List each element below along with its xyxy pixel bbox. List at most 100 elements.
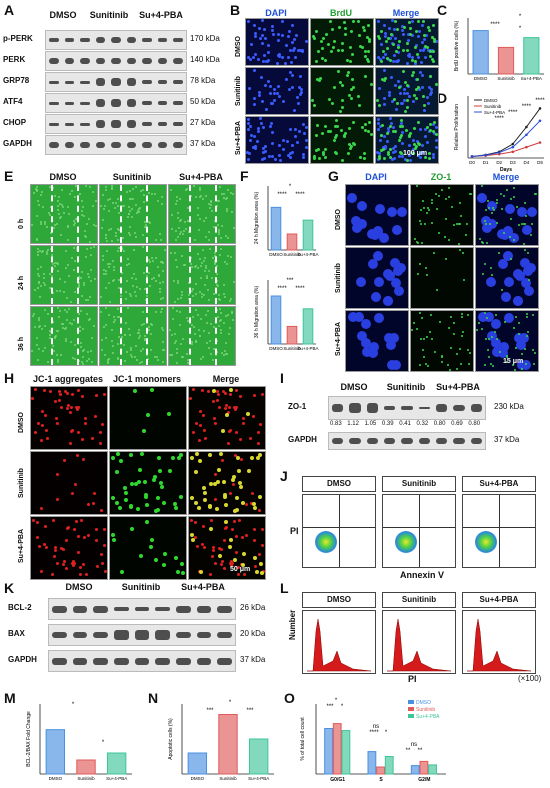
- cell-dot: [239, 394, 243, 398]
- cell-dot: [111, 495, 116, 500]
- i-quant-value: 0.69: [451, 421, 463, 427]
- cell-dot: [414, 29, 418, 33]
- cell-dot: [192, 288, 195, 291]
- cell-dot: [85, 255, 88, 258]
- cell-dot: [211, 546, 215, 550]
- cell-dot: [56, 289, 59, 292]
- cell-dot: [49, 206, 52, 209]
- cell-dot: [272, 98, 276, 102]
- i-blot-zo-1: [328, 396, 486, 420]
- cell-dot: [415, 97, 419, 101]
- cell-dot: [54, 335, 57, 338]
- cell-dot: [212, 348, 215, 351]
- cell-dot: [174, 339, 177, 342]
- cell-dot: [53, 265, 56, 268]
- cell-dot: [219, 548, 223, 551]
- cell-dot: [344, 33, 348, 37]
- i-band: [470, 404, 482, 412]
- k-band: [114, 630, 129, 640]
- cell-dot: [298, 74, 302, 78]
- cell-dot: [324, 32, 328, 36]
- bar-sunitinib: [286, 325, 298, 345]
- cell-dot: [91, 191, 94, 194]
- cell-dot: [169, 353, 172, 356]
- cell-dot: [348, 59, 352, 63]
- cell-dot: [38, 318, 41, 321]
- cell-dot: [360, 45, 364, 49]
- cell-dot: [208, 230, 211, 233]
- cell-dot: [228, 544, 233, 549]
- cell-dot: [174, 238, 177, 241]
- g-image-sunitinib-dapi: [345, 247, 409, 309]
- cell-dot: [216, 392, 220, 396]
- cell-dot: [224, 296, 227, 299]
- cell-dot: [296, 96, 300, 100]
- a-band: [64, 80, 75, 84]
- cell-dot: [196, 544, 200, 548]
- cell-dot: [406, 61, 410, 65]
- cell-dot: [94, 539, 98, 543]
- cell-dot: [238, 484, 243, 489]
- significance-marker: ns: [373, 724, 379, 730]
- cell-dot: [159, 484, 164, 489]
- cell-dot: [413, 93, 417, 97]
- cell-dot: [130, 208, 133, 211]
- cell-dot: [448, 239, 451, 242]
- cell-dot: [337, 26, 341, 30]
- h-image-sunitinib-merge: [188, 451, 266, 515]
- cell-dot: [212, 548, 216, 552]
- scratch-line: [146, 307, 149, 365]
- cell-dot: [403, 91, 407, 95]
- cell-dot: [364, 122, 368, 126]
- cell-dot: [392, 146, 396, 150]
- cell-dot: [46, 225, 49, 228]
- cell-dot: [202, 414, 206, 418]
- cell-dot: [52, 349, 55, 352]
- cell-dot: [423, 156, 427, 160]
- cell-dot: [470, 193, 473, 196]
- cell-dot: [387, 152, 391, 156]
- a-band: [157, 142, 168, 148]
- cell-dot: [518, 332, 521, 335]
- cell-dot: [213, 259, 216, 262]
- cell-dot: [361, 25, 365, 29]
- h-image-sunitinib-jc-1-monomers: [109, 451, 187, 515]
- cell-dot: [170, 214, 173, 217]
- cell-dot: [218, 319, 221, 322]
- cell-dot: [36, 422, 40, 426]
- cell-dot: [62, 560, 66, 564]
- cell-dot: [257, 442, 261, 446]
- scratch-line: [188, 185, 191, 243]
- cell-dot: [509, 218, 512, 220]
- cell-dot: [514, 316, 517, 319]
- cell-dot: [107, 313, 110, 316]
- cell-dot: [113, 268, 116, 271]
- cell-dot: [408, 21, 412, 25]
- cell-dot: [522, 242, 525, 245]
- significance-marker: ***: [206, 708, 214, 714]
- a-band: [142, 121, 152, 127]
- cell-dot: [295, 34, 299, 38]
- cell-dot: [203, 330, 206, 333]
- cell-dot: [391, 278, 402, 289]
- cell-dot: [204, 257, 207, 259]
- cell-dot: [106, 360, 109, 363]
- cell-dot: [104, 324, 107, 327]
- i-quant-value: 0.80: [468, 421, 481, 427]
- cell-dot: [394, 150, 398, 154]
- cell-dot: [434, 350, 437, 353]
- cell-dot: [405, 158, 409, 162]
- cell-dot: [527, 251, 530, 254]
- h-header-jc-1-monomers: JC-1 monomers: [112, 374, 182, 384]
- scratch-line: [215, 246, 218, 304]
- cell-dot: [417, 242, 420, 245]
- cell-dot: [485, 316, 488, 319]
- cell-dot: [79, 310, 82, 313]
- cell-dot: [347, 152, 350, 156]
- cell-dot: [209, 322, 212, 325]
- cell-dot: [78, 566, 82, 570]
- cell-dot: [444, 258, 447, 261]
- bar-dmso: [187, 752, 208, 775]
- cell-dot: [116, 315, 119, 318]
